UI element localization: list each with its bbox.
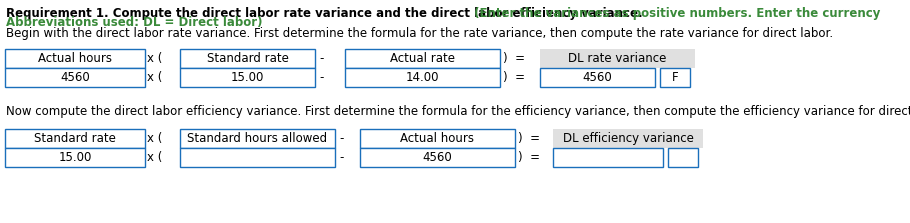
Text: Begin with the direct labor rate variance. First determine the formula for the r: Begin with the direct labor rate varianc… <box>6 27 834 40</box>
Text: Standard rate: Standard rate <box>207 52 288 65</box>
Text: Actual hours: Actual hours <box>38 52 112 65</box>
Text: -: - <box>319 71 323 84</box>
FancyBboxPatch shape <box>5 49 145 68</box>
Text: 14.00: 14.00 <box>406 71 440 84</box>
Text: 15.00: 15.00 <box>231 71 264 84</box>
Text: Requirement 1. Compute the direct labor rate variance and the direct labor effic: Requirement 1. Compute the direct labor … <box>6 7 642 20</box>
FancyBboxPatch shape <box>360 129 515 148</box>
Text: x (: x ( <box>147 52 162 65</box>
Text: Actual rate: Actual rate <box>390 52 455 65</box>
FancyBboxPatch shape <box>345 68 500 87</box>
Text: Abbreviations used: DL = Direct labor): Abbreviations used: DL = Direct labor) <box>6 16 262 29</box>
Text: Now compute the direct labor efficiency variance. First determine the formula fo: Now compute the direct labor efficiency … <box>6 105 910 118</box>
FancyBboxPatch shape <box>553 129 703 148</box>
Text: 4560: 4560 <box>60 71 90 84</box>
Text: )  =: ) = <box>503 52 525 65</box>
Text: )  =: ) = <box>518 151 540 164</box>
Text: x (: x ( <box>147 132 162 145</box>
FancyBboxPatch shape <box>553 148 663 167</box>
Text: x (: x ( <box>147 71 162 84</box>
FancyBboxPatch shape <box>660 68 690 87</box>
FancyBboxPatch shape <box>180 49 315 68</box>
Text: DL rate variance: DL rate variance <box>569 52 667 65</box>
Text: (Enter the variances as positive numbers. Enter the currency: (Enter the variances as positive numbers… <box>470 7 880 20</box>
Text: -: - <box>339 151 343 164</box>
Text: F: F <box>672 71 678 84</box>
FancyBboxPatch shape <box>180 68 315 87</box>
Text: Standard rate: Standard rate <box>34 132 116 145</box>
FancyBboxPatch shape <box>668 148 698 167</box>
FancyBboxPatch shape <box>360 148 515 167</box>
Text: 4560: 4560 <box>582 71 612 84</box>
Text: x (: x ( <box>147 151 162 164</box>
Text: Standard hours allowed: Standard hours allowed <box>187 132 328 145</box>
FancyBboxPatch shape <box>540 49 695 68</box>
FancyBboxPatch shape <box>5 68 145 87</box>
FancyBboxPatch shape <box>5 148 145 167</box>
FancyBboxPatch shape <box>540 68 655 87</box>
FancyBboxPatch shape <box>345 49 500 68</box>
FancyBboxPatch shape <box>5 129 145 148</box>
Text: 4560: 4560 <box>422 151 452 164</box>
Text: )  =: ) = <box>503 71 525 84</box>
Text: 15.00: 15.00 <box>58 151 92 164</box>
Text: DL efficiency variance: DL efficiency variance <box>562 132 693 145</box>
FancyBboxPatch shape <box>180 129 335 148</box>
Text: -: - <box>339 132 343 145</box>
Text: )  =: ) = <box>518 132 540 145</box>
Text: -: - <box>319 52 323 65</box>
FancyBboxPatch shape <box>180 148 335 167</box>
Text: Actual hours: Actual hours <box>400 132 474 145</box>
